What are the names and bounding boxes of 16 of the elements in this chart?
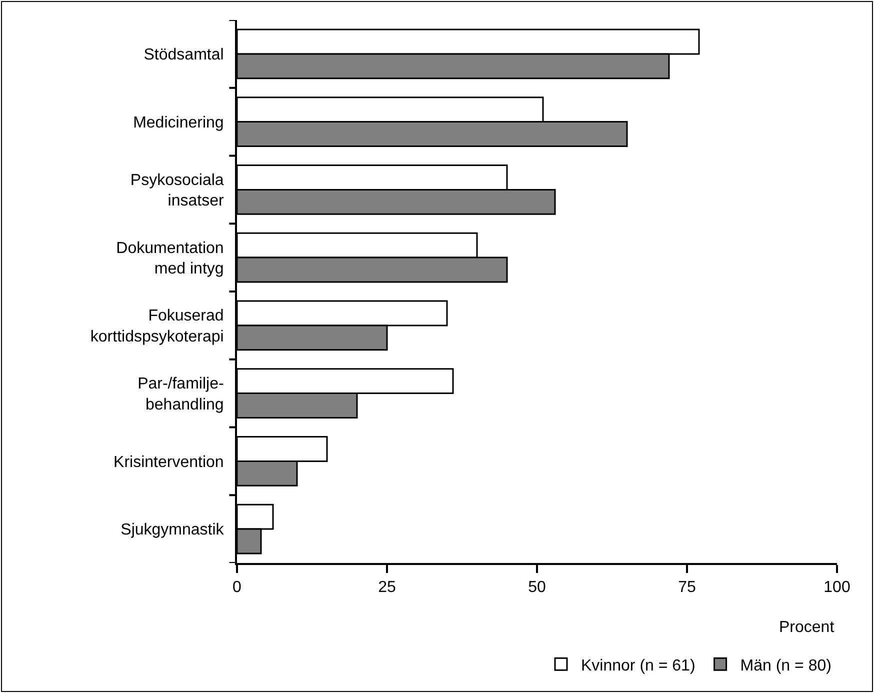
x-axis-title: Procent — [779, 619, 835, 636]
y-tick-label: Fokuserad korttidspsykoterapi — [90, 308, 224, 346]
y-tick-label: Stödsamtal — [144, 46, 224, 64]
x-tick-label: 50 — [528, 579, 546, 596]
y-tick-label: Psykosociala insatser — [130, 172, 224, 210]
legend-label: Män (n = 80) — [740, 657, 832, 674]
y-tick-label: Par-/familje- behandling — [138, 376, 224, 414]
y-tick-label: Sjukgymnastik — [120, 522, 225, 539]
y-tick-label: Medicinering — [133, 114, 224, 132]
x-tick-label: 100 — [824, 579, 850, 596]
x-tick-label: 0 — [232, 579, 242, 596]
x-tick-label: 25 — [378, 579, 396, 596]
y-tick-label: Krisintervention — [114, 454, 224, 471]
x-tick-label: 75 — [678, 579, 696, 596]
y-tick-label: Dokumentation med intyg — [116, 240, 224, 278]
legend-label: Kvinnor (n = 61) — [581, 657, 696, 674]
